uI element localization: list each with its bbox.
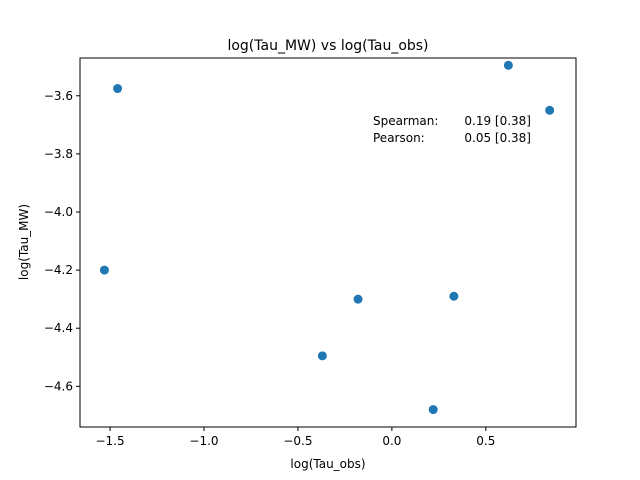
data-point — [545, 105, 555, 115]
x-axis-label: log(Tau_obs) — [290, 457, 365, 471]
data-point — [449, 291, 459, 301]
y-axis-ticks: −4.6 −4.4 −4.2 −4.0 −3.8 −3.6 — [44, 89, 80, 393]
y-tick-label: −4.2 — [44, 263, 73, 277]
spearman-label: Spearman: — [373, 114, 438, 128]
pearson-value: 0.05 [0.38] — [464, 131, 531, 145]
y-tick-label: −4.6 — [44, 379, 73, 393]
chart-title: log(Tau_MW) vs log(Tau_obs) — [227, 38, 428, 54]
data-point — [503, 60, 513, 70]
x-axis-ticks: −1.5 −1.0 −0.5 0.0 0.5 — [95, 427, 495, 448]
spearman-value: 0.19 [0.38] — [464, 114, 531, 128]
x-tick-label: −1.0 — [189, 434, 218, 448]
data-points — [99, 60, 555, 415]
y-tick-label: −4.0 — [44, 205, 73, 219]
y-tick-label: −3.8 — [44, 147, 73, 161]
y-tick-label: −4.4 — [44, 321, 73, 335]
y-axis-label: log(Tau_MW) — [17, 204, 31, 280]
x-tick-label: −0.5 — [283, 434, 312, 448]
plot-area-frame — [79, 57, 577, 428]
pearson-label: Pearson: — [373, 131, 425, 145]
data-point — [317, 351, 327, 361]
data-point — [353, 294, 363, 304]
x-tick-label: 0.0 — [382, 434, 401, 448]
x-tick-label: 0.5 — [476, 434, 495, 448]
x-tick-label: −1.5 — [95, 434, 124, 448]
data-point — [428, 405, 438, 415]
stats-annotation: Spearman: 0.19 [0.38] Pearson: 0.05 [0.3… — [373, 114, 531, 145]
data-point — [99, 265, 109, 275]
y-tick-label: −3.6 — [44, 89, 73, 103]
data-point — [113, 84, 123, 94]
